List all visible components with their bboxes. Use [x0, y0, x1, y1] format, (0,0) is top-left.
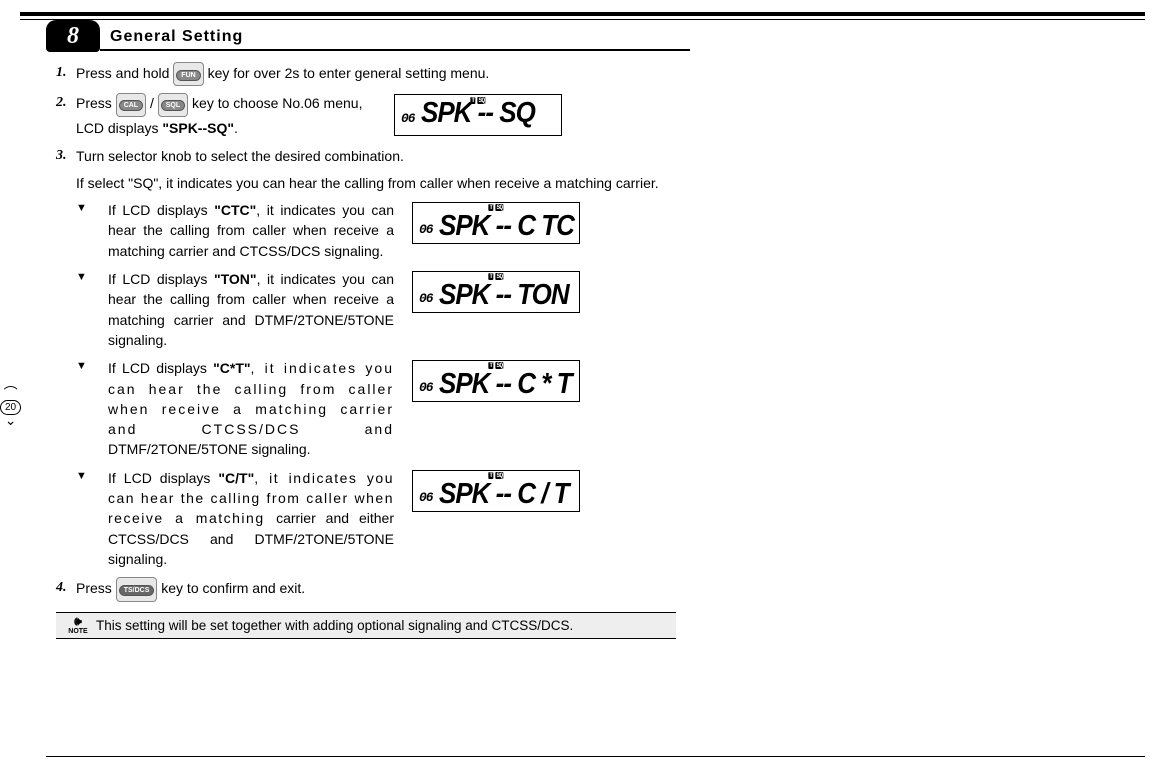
- sublist: ▼ If LCD displays "CTC", it indicates yo…: [76, 200, 686, 569]
- cal-key: CAL: [116, 93, 146, 117]
- step-1-num: 1.: [56, 62, 76, 86]
- section-title: General Setting: [110, 28, 243, 46]
- sub-cxt-text: If LCD displays "C*T", it indicates you …: [108, 358, 394, 459]
- step-4-b: key to confirm and exit.: [161, 580, 305, 596]
- step-2: 2. Press CAL / SQL key to choose No.06 m…: [56, 92, 686, 139]
- lcd-text-sq: SPK -- SQ: [421, 90, 535, 136]
- lcd-spk-cxt: TSQ 06 SPK -- C * T: [412, 360, 580, 402]
- lcd-spk-ctc: TSQ 06 SPK -- C TC: [412, 202, 580, 244]
- lcd-spk-ct: TSQ 06 SPK -- C / T: [412, 470, 580, 512]
- note-text: This setting will be set together with a…: [96, 618, 672, 633]
- step-2-text: Press CAL / SQL key to choose No.06 menu…: [76, 92, 376, 139]
- lcd-menu-num: 06: [419, 291, 433, 306]
- bottom-rule: [46, 756, 1145, 757]
- step-3-body: Turn selector knob to select the desired…: [76, 145, 686, 194]
- note-box: 🕪 NOTE This setting will be set together…: [56, 612, 676, 639]
- sub-cxt: ▼ If LCD displays "C*T", it indicates yo…: [76, 358, 686, 459]
- note-label: NOTE: [68, 628, 87, 635]
- fun-key: FUN: [173, 62, 203, 86]
- step-2-slash: /: [146, 95, 158, 111]
- step-3-line1: Turn selector knob to select the desired…: [76, 145, 686, 167]
- section-number-badge: 8: [46, 20, 100, 52]
- sql-key: SQL: [158, 93, 188, 117]
- lcd-menu-num: 06: [419, 222, 433, 237]
- sub-ctc: ▼ If LCD displays "CTC", it indicates yo…: [76, 200, 686, 261]
- step-1-body: Press and hold FUN key for over 2s to en…: [76, 62, 686, 86]
- marker-icon: ▼: [76, 200, 90, 261]
- marker-icon: ▼: [76, 468, 90, 569]
- step-2-bold: "SPK--SQ": [162, 120, 234, 136]
- step-3-num: 3.: [56, 145, 76, 194]
- sub-ct-text: If LCD displays "C/T", it indicates you …: [108, 468, 394, 569]
- lcd-menu-num: 06: [401, 109, 415, 130]
- page-number: ⌒ 20 ⌄: [0, 388, 21, 427]
- lcd-text-ctc: SPK -- C TC: [439, 209, 574, 243]
- step-2-c: .: [234, 120, 238, 136]
- section-underline: [100, 49, 690, 51]
- step-4-num: 4.: [56, 577, 76, 601]
- tsdcs-key: TS/DCS: [116, 577, 158, 601]
- sub-ton: ▼ If LCD displays "TON", it indicates yo…: [76, 269, 686, 350]
- sub-ton-text: If LCD displays "TON", it indicates you …: [108, 269, 394, 350]
- step-3-line2: If select "SQ", it indicates you can hea…: [76, 172, 686, 194]
- step-1-text-a: Press and hold: [76, 65, 173, 81]
- step-3: 3. Turn selector knob to select the desi…: [56, 145, 686, 194]
- marker-icon: ▼: [76, 269, 90, 350]
- fun-key-label: FUN: [176, 70, 200, 81]
- lcd-text-cxt: SPK -- C * T: [439, 367, 571, 401]
- speaker-icon: 🕪: [60, 615, 96, 628]
- note-icon: 🕪 NOTE: [60, 615, 96, 636]
- content-area: 1. Press and hold FUN key for over 2s to…: [56, 62, 686, 639]
- sub-ctc-text: If LCD displays "CTC", it indicates you …: [108, 200, 394, 261]
- lcd-text-ct: SPK -- C / T: [439, 476, 569, 510]
- sql-key-label: SQL: [161, 100, 185, 111]
- top-rule-thick: [20, 12, 1145, 16]
- lcd-menu-num: 06: [419, 380, 433, 395]
- step-2-num: 2.: [56, 92, 76, 139]
- lcd-menu-num: 06: [419, 490, 433, 505]
- step-4-a: Press: [76, 580, 116, 596]
- tsdcs-key-label: TS/DCS: [119, 585, 155, 596]
- lcd-text-ton: SPK -- TON: [439, 277, 569, 311]
- step-2-body: Press CAL / SQL key to choose No.06 menu…: [76, 92, 686, 139]
- step-4: 4. Press TS/DCS key to confirm and exit.: [56, 577, 686, 601]
- marker-icon: ▼: [76, 358, 90, 459]
- step-1-text-b: key for over 2s to enter general setting…: [208, 65, 490, 81]
- top-rule-thin: [20, 19, 1145, 20]
- lcd-spk-sq: TSQ 06 SPK -- SQ: [394, 94, 562, 136]
- step-1: 1. Press and hold FUN key for over 2s to…: [56, 62, 686, 86]
- lcd-spk-ton: TSQ 06 SPK -- TON: [412, 271, 580, 313]
- sub-ct: ▼ If LCD displays "C/T", it indicates yo…: [76, 468, 686, 569]
- cal-key-label: CAL: [119, 100, 143, 111]
- step-2-a: Press: [76, 95, 116, 111]
- step-4-body: Press TS/DCS key to confirm and exit.: [76, 577, 686, 601]
